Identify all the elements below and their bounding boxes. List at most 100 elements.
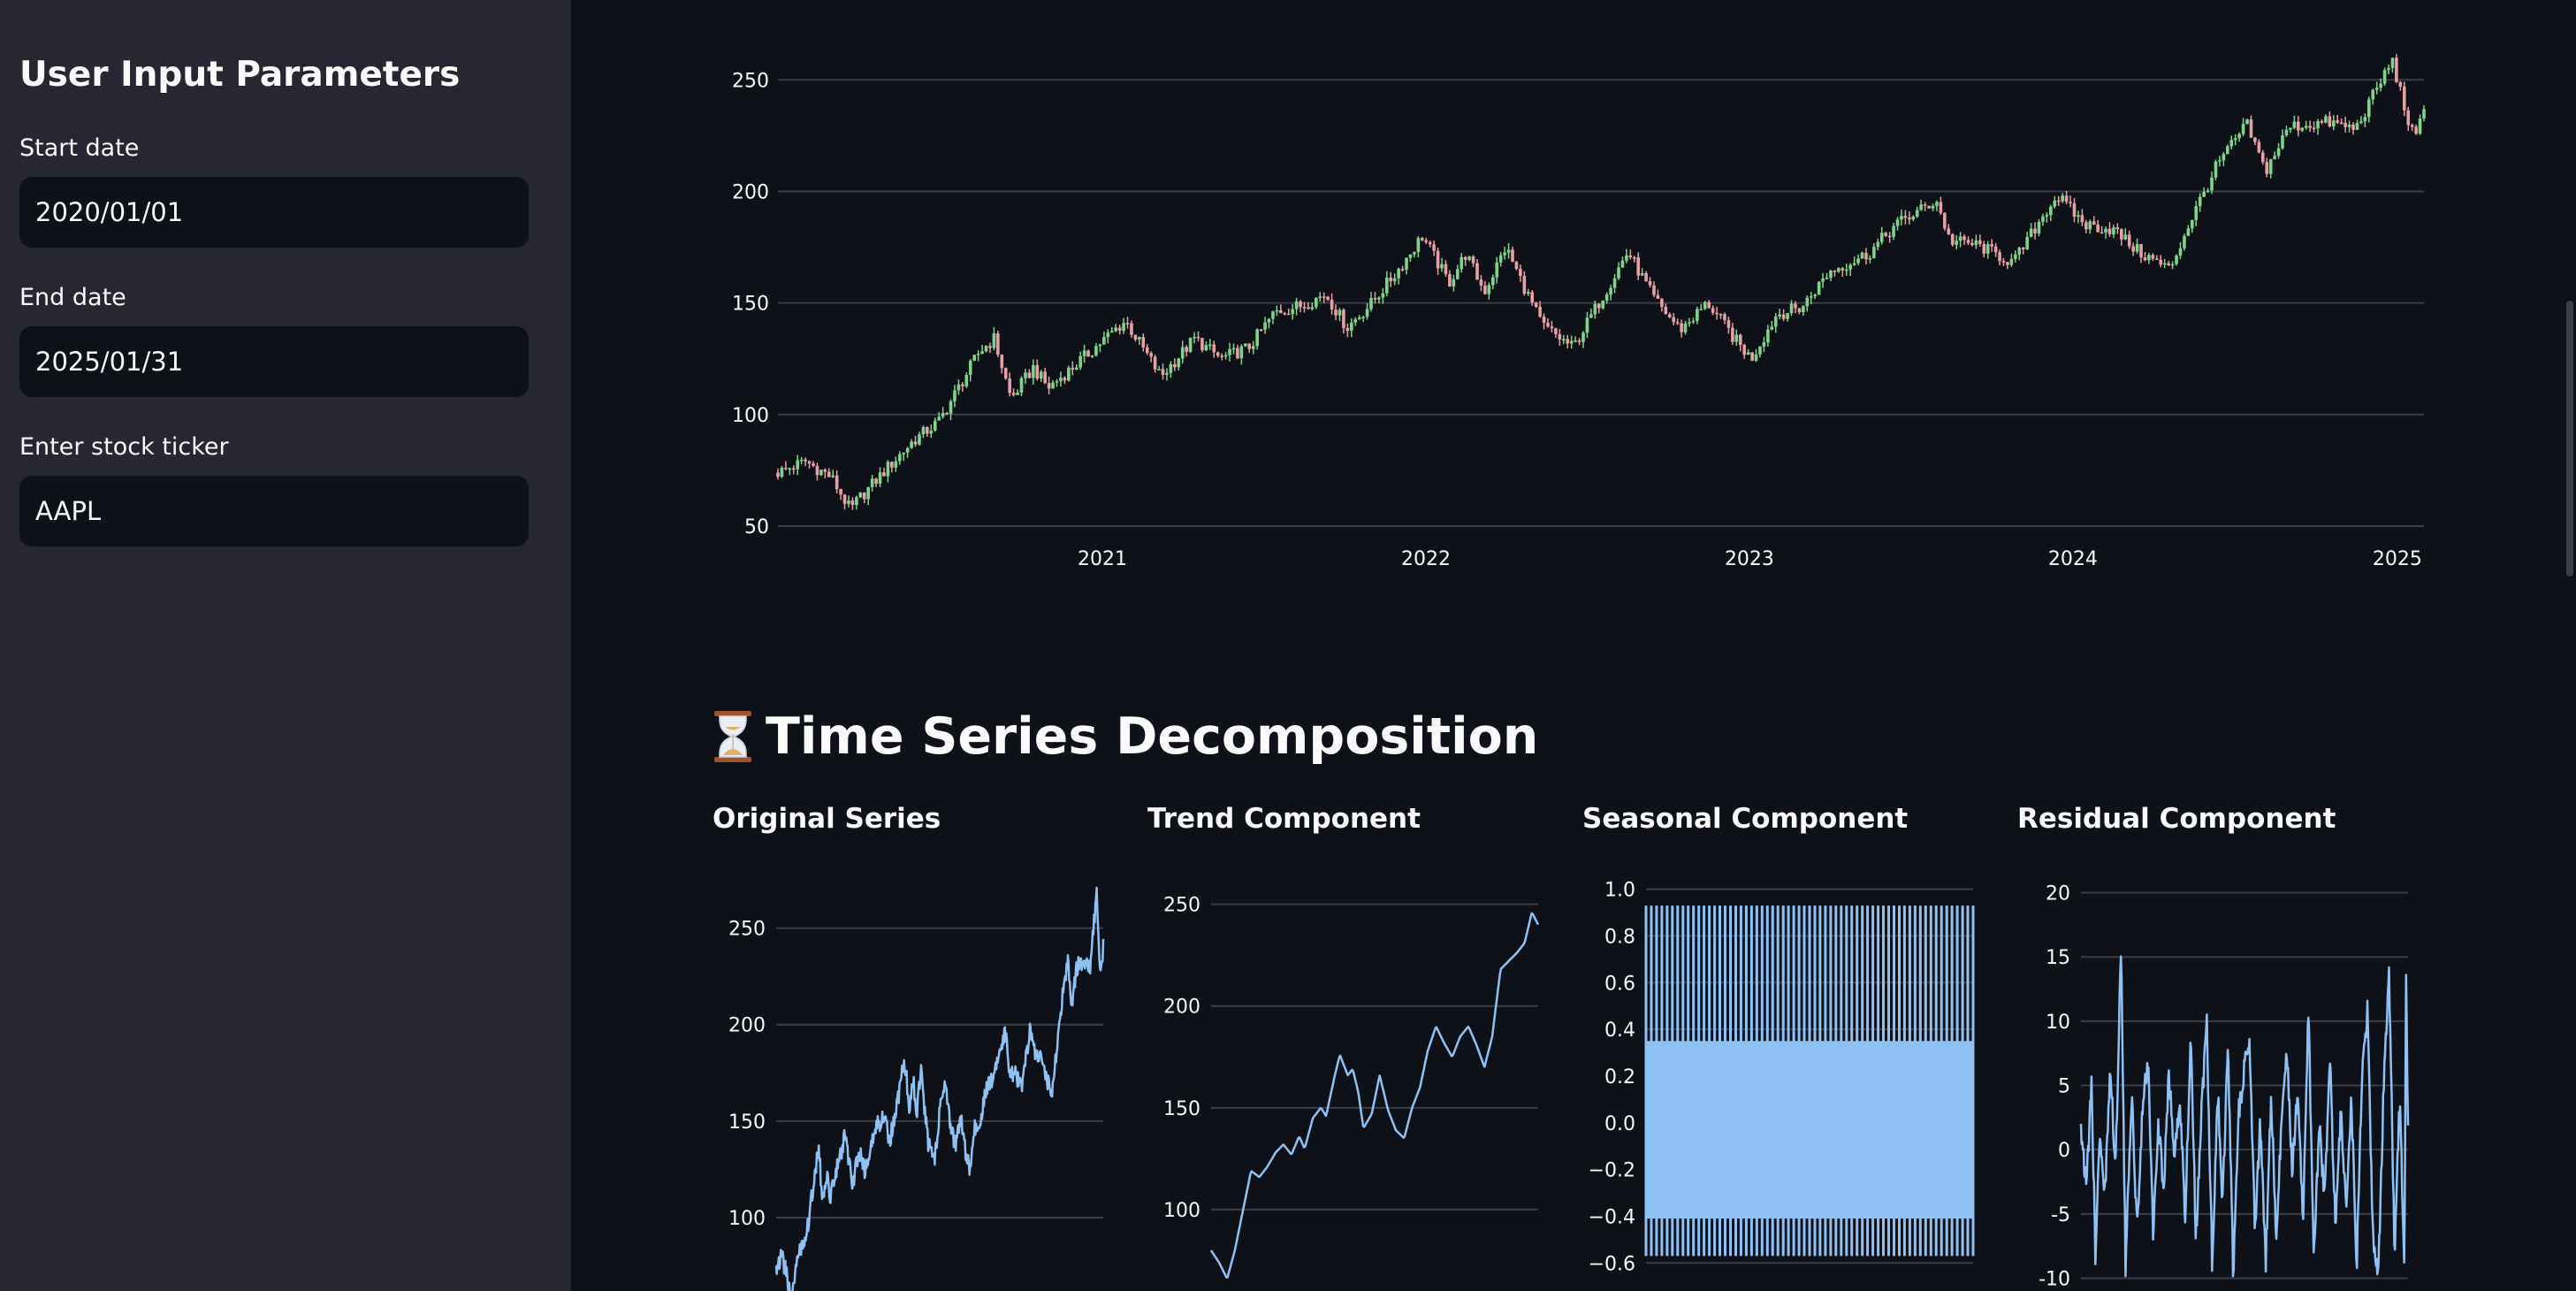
candle-body xyxy=(2107,228,2112,234)
candle-body xyxy=(1003,368,1008,379)
candle-body xyxy=(2041,216,2045,222)
candle-body xyxy=(1672,317,1676,323)
candle-body xyxy=(878,472,882,485)
subplot-y-tick-label: 5 xyxy=(2058,1076,2070,1098)
subplot-y-tick-label: 0.0 xyxy=(1604,1113,1635,1135)
candle-body xyxy=(980,351,984,355)
candle-body xyxy=(929,430,934,434)
candle-body xyxy=(1943,212,1947,229)
candle-body xyxy=(804,459,807,462)
candle-body xyxy=(2096,224,2100,233)
candle-body xyxy=(992,332,996,348)
candle-body xyxy=(1530,292,1535,303)
candle-body xyxy=(827,471,831,477)
candle-body xyxy=(2202,191,2206,197)
candle-body xyxy=(2233,138,2237,141)
candle-body xyxy=(1762,342,1766,347)
ticker-input[interactable] xyxy=(19,476,529,546)
candle-body xyxy=(2316,121,2320,129)
candle-body xyxy=(1373,297,1377,300)
candle-body xyxy=(2268,159,2273,174)
candle-body xyxy=(1145,347,1149,354)
candle-body xyxy=(855,497,858,506)
candle-body xyxy=(1617,267,1620,279)
candle-body xyxy=(1742,345,1747,355)
candle-body xyxy=(953,390,956,401)
candle-body xyxy=(937,416,941,421)
candle-body xyxy=(2100,232,2104,234)
candle-body xyxy=(1448,274,1452,287)
candle-body xyxy=(2178,248,2183,256)
subplot-y-tick-label: 20 xyxy=(2046,883,2070,905)
candle-body xyxy=(1047,383,1051,389)
subplot-y-tick-label: 250 xyxy=(1163,895,1200,917)
candle-body xyxy=(1781,314,1786,319)
candle-body xyxy=(2304,126,2308,128)
candle-body xyxy=(1196,336,1200,339)
candle-body xyxy=(1291,309,1294,315)
candle-body xyxy=(791,468,796,470)
candle-body xyxy=(921,427,926,435)
candle-body xyxy=(1636,257,1641,276)
scrollbar-thumb[interactable] xyxy=(2566,301,2573,577)
start-date-input[interactable] xyxy=(19,177,529,248)
candle-body xyxy=(1302,307,1307,309)
candle-body xyxy=(2206,190,2210,192)
candle-body xyxy=(894,461,898,468)
candle-body xyxy=(1773,316,1778,327)
end-date-input[interactable] xyxy=(19,326,529,397)
candle-body xyxy=(2289,127,2292,130)
seasonal-component-chart: 1.0 0.8 0.6 0.4 0.2 0.0 −0.2 −0.4 −0.6 xyxy=(1589,880,1975,1275)
candle-body xyxy=(2398,81,2403,87)
candle-body xyxy=(1357,317,1361,320)
candle-body xyxy=(2021,248,2025,249)
candle-body xyxy=(2210,177,2214,191)
candle-body xyxy=(1691,320,1696,323)
candle-body xyxy=(815,465,819,476)
candle-body xyxy=(1440,264,1444,269)
candle-body xyxy=(2194,206,2199,220)
candlesticks xyxy=(776,53,2426,510)
candle-body xyxy=(1825,278,1829,279)
candle-body xyxy=(1864,252,1868,260)
candle-body xyxy=(2249,119,2253,138)
candle-body xyxy=(1841,268,1845,271)
subplot-y-tick-label: 0.4 xyxy=(1604,1020,1635,1042)
candle-body xyxy=(2014,254,2017,259)
candle-body xyxy=(1299,301,1302,308)
candle-body xyxy=(1149,353,1153,357)
candle-body xyxy=(1503,252,1506,256)
candle-body xyxy=(2088,221,2092,230)
candle-body xyxy=(2402,86,2406,111)
candle-body xyxy=(1974,240,1978,246)
candle-body xyxy=(1923,204,1927,206)
seasonal-component-title: Seasonal Component xyxy=(1582,803,1909,835)
subplot-y-tick-label: 10 xyxy=(2046,1012,2070,1034)
candle-body xyxy=(1754,354,1758,361)
subplot-y-tick-label: 1.0 xyxy=(1604,880,1635,902)
candle-body xyxy=(1286,313,1291,316)
candle-body xyxy=(1794,303,1797,309)
candle-body xyxy=(1993,246,1998,253)
candle-body xyxy=(2273,156,2276,160)
candle-body xyxy=(1879,233,1884,242)
candle-body xyxy=(1723,314,1726,321)
candle-body xyxy=(1138,337,1141,340)
candle-body xyxy=(1569,340,1574,344)
candle-body xyxy=(2418,118,2422,134)
candle-body xyxy=(2061,195,2064,202)
candle-body xyxy=(2379,83,2382,88)
candle-body xyxy=(1561,339,1566,340)
candle-body xyxy=(2077,215,2080,218)
candle-body xyxy=(1165,372,1169,375)
candle-body xyxy=(1424,240,1429,242)
candle-body xyxy=(1797,308,1802,312)
candle-body xyxy=(835,475,839,489)
candle-body xyxy=(1074,367,1078,370)
candle-y-tick-label: 250 xyxy=(732,70,769,92)
candle-body xyxy=(1157,369,1161,370)
candle-x-tick-label: 2022 xyxy=(1401,548,1451,570)
candle-body xyxy=(1322,296,1326,298)
candle-body xyxy=(870,478,874,487)
candle-body xyxy=(1852,263,1856,265)
